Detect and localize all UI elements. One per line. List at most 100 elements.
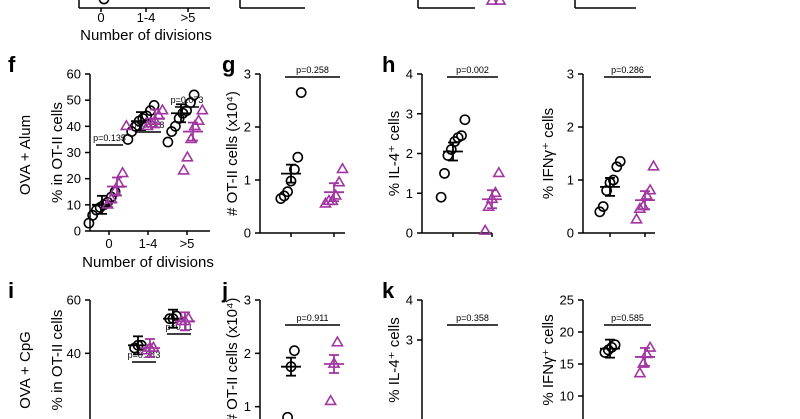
data-point-f — [119, 119, 133, 131]
data-point-h2 — [594, 206, 606, 218]
y-axis-title-f: % in OT-II cells — [49, 102, 66, 203]
panel-label-k: k — [382, 278, 395, 303]
data-point-h1 — [435, 191, 447, 203]
y-tick-label-g: 2 — [244, 120, 251, 135]
data-point-i — [129, 342, 140, 354]
p-value-label-j: p=0.911 — [296, 313, 328, 323]
y-tick-label-h2: 3 — [567, 67, 574, 82]
data-point-h2 — [643, 183, 657, 195]
data-point-j — [282, 411, 293, 419]
data-point-h1 — [478, 223, 492, 235]
data-point-f — [177, 163, 191, 175]
x-tick-label-f: 0 — [105, 236, 112, 251]
top-x-axis-title: Number of divisions — [80, 27, 212, 44]
y-tick-label-f: 30 — [67, 145, 81, 160]
data-point-j — [288, 345, 300, 357]
y-tick-label-f: 20 — [67, 171, 81, 186]
panel-label-f: f — [8, 52, 16, 77]
x-tick-label-f: >5 — [180, 236, 195, 251]
top-data-point — [98, 0, 110, 5]
y-axis-title-k1: % IL-4⁺ cells — [386, 317, 403, 402]
y-tick-label-k1: 4 — [406, 293, 413, 308]
data-point-g — [336, 162, 349, 174]
y-axis-title-g: # OT-II cells (x10⁴) — [224, 91, 241, 216]
y-tick-label-k1: 3 — [406, 333, 413, 348]
y-tick-label-i: 60 — [67, 293, 81, 308]
p-value-label-h2: p=0.286 — [611, 65, 644, 75]
panel-label-i: i — [8, 278, 14, 303]
data-point-g — [332, 175, 346, 187]
y-axis-title-k2: % IFNγ⁺ cells — [540, 314, 557, 405]
y-tick-label-j: 3 — [244, 293, 251, 308]
data-point-f — [188, 89, 200, 101]
p-value-label-k1: p=0.358 — [456, 313, 489, 323]
p-value-label-i: p=0.243 — [128, 350, 161, 360]
data-point-k2 — [643, 340, 657, 352]
data-point-f — [116, 166, 130, 178]
row-label-ova-alum: OVA + Alum — [17, 115, 34, 195]
y-tick-label-h1: 4 — [406, 67, 413, 82]
y-tick-label-k2: 15 — [560, 357, 574, 372]
y-tick-label-f: 10 — [67, 197, 81, 212]
panel-label-j: j — [221, 278, 228, 303]
y-tick-label-g: 0 — [244, 226, 251, 241]
data-point-h2 — [597, 201, 609, 212]
y-tick-label-h2: 1 — [567, 173, 574, 188]
data-point-k2 — [633, 366, 647, 378]
data-point-h2 — [608, 174, 619, 186]
y-tick-label-f: 40 — [67, 119, 81, 134]
y-tick-label-h2: 2 — [567, 120, 574, 135]
y-tick-label-g: 1 — [244, 173, 251, 188]
data-point-k2 — [606, 341, 618, 353]
y-tick-label-k2: 25 — [560, 293, 574, 308]
data-point-h2 — [647, 159, 660, 171]
y-tick-label-f: 60 — [67, 67, 81, 82]
data-point-f — [162, 136, 174, 148]
y-tick-label-j: 2 — [244, 346, 251, 361]
y-tick-label-k2: 20 — [560, 325, 574, 340]
top-x-tick-label: 0 — [97, 10, 104, 25]
data-point-f — [195, 103, 209, 115]
data-point-h2 — [611, 161, 623, 173]
data-point-h2 — [614, 156, 626, 167]
y-tick-label-i: 40 — [67, 346, 81, 361]
data-point-f — [192, 113, 206, 125]
top-x-tick-label: >5 — [181, 10, 196, 25]
y-tick-label-k2: 10 — [560, 389, 574, 404]
p-value-label-f: p=0.135 — [93, 133, 126, 143]
data-point-g — [295, 87, 307, 98]
y-axis-title-i: % in OT-II cells — [49, 310, 66, 411]
p-value-label-h1: p=0.002 — [456, 65, 489, 75]
y-tick-label-h1: 2 — [406, 146, 413, 161]
y-tick-label-h1: 0 — [406, 226, 413, 241]
top-data-point — [485, 0, 499, 5]
y-axis-title-j: # OT-II cells (x10⁴) — [224, 298, 241, 419]
row-label-ova-cpg: OVA + CpG — [17, 331, 34, 409]
panel-label-g: g — [222, 52, 235, 77]
y-tick-label-f: 0 — [74, 224, 81, 239]
p-value-label-g: p=0.258 — [296, 65, 329, 75]
y-axis-title-h1: % IL-4⁺ cells — [386, 111, 403, 196]
y-tick-label-g: 3 — [244, 67, 251, 82]
p-value-label-k2: p=0.585 — [611, 313, 644, 323]
data-point-f — [180, 150, 194, 162]
data-point-h1 — [456, 130, 467, 142]
y-tick-label-h2: 0 — [567, 226, 574, 241]
x-tick-label-f: 1-4 — [139, 236, 158, 251]
panel-label-h: h — [382, 52, 395, 77]
data-point-k2 — [602, 344, 614, 356]
y-tick-label-j: 1 — [244, 399, 251, 414]
data-point-f — [101, 197, 115, 209]
data-point-h1 — [492, 166, 506, 178]
y-tick-label-h1: 3 — [406, 106, 413, 121]
x-axis-title-f: Number of divisions — [82, 254, 214, 271]
top-data-point — [493, 0, 507, 5]
data-point-f — [104, 192, 118, 204]
y-tick-label-h1: 1 — [406, 186, 413, 201]
data-point-h2 — [630, 212, 643, 224]
data-point-f — [141, 119, 154, 131]
y-tick-label-f: 50 — [67, 93, 81, 108]
data-point-h1 — [439, 167, 450, 179]
data-point-g — [275, 193, 287, 204]
